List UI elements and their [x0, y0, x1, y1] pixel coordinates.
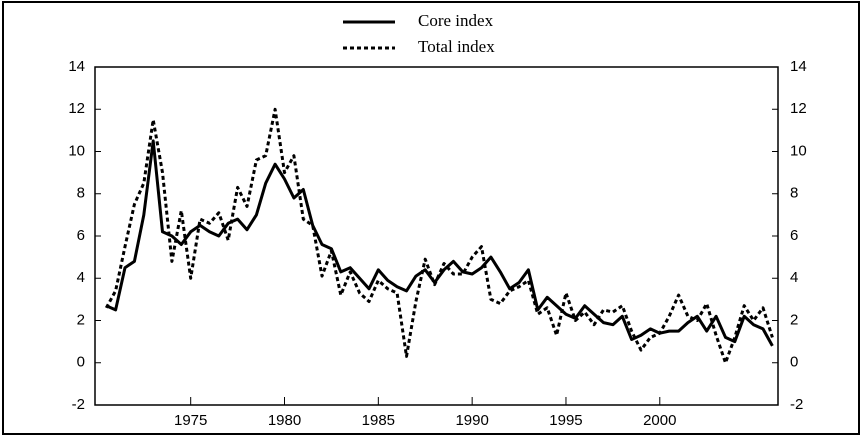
y2-tick-label: -2: [790, 396, 803, 413]
y-tick-label: 4: [77, 269, 85, 286]
y2-tick-label: 10: [790, 142, 807, 159]
y-tick-label: 12: [68, 100, 85, 117]
y2-tick-label: 14: [790, 58, 807, 75]
y2-tick-label: 6: [790, 227, 798, 244]
y-tick-label: 8: [77, 185, 85, 202]
x-tick-label: 1990: [455, 412, 488, 429]
y2-tick-label: 0: [790, 354, 798, 371]
legend-label: Total index: [418, 37, 495, 56]
x-tick-label: 1975: [174, 412, 207, 429]
y2-tick-label: 8: [790, 185, 798, 202]
x-tick-label: 2000: [643, 412, 676, 429]
y-tick-label: 14: [68, 58, 85, 75]
x-tick-label: 1980: [268, 412, 301, 429]
y2-tick-label: 12: [790, 100, 807, 117]
y-tick-label: -2: [72, 396, 85, 413]
line-series: [104, 107, 774, 365]
y-tick-label: 2: [77, 311, 85, 328]
line-series: [105, 139, 774, 347]
legend-label: Core index: [418, 11, 494, 30]
x-tick-label: 1995: [549, 412, 582, 429]
y2-tick-label: 4: [790, 269, 798, 286]
y2-tick-label: 2: [790, 311, 798, 328]
y-tick-label: 0: [77, 354, 85, 371]
y-tick-label: 10: [68, 142, 85, 159]
y-tick-label: 6: [77, 227, 85, 244]
x-tick-label: 1985: [362, 412, 395, 429]
